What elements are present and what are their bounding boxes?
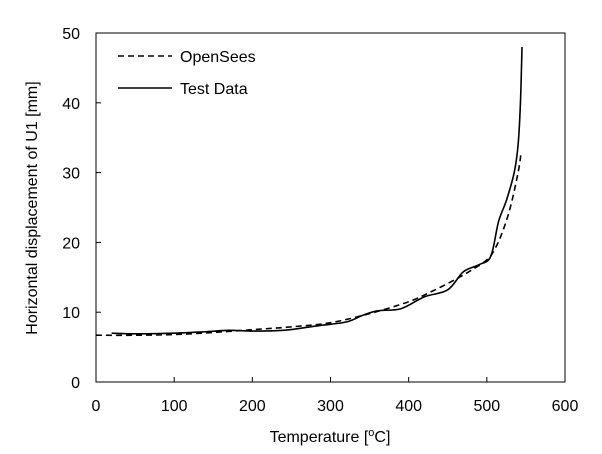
y-tick-label: 10: [62, 305, 80, 322]
plot-frame: [95, 32, 566, 383]
axes: [95, 32, 566, 383]
x-tick-label: 400: [395, 398, 422, 415]
y-tick-label: 0: [71, 375, 80, 392]
series-lines: [95, 46, 523, 337]
legend: OpenSees Test Data: [118, 49, 256, 98]
y-tick-label: 20: [62, 235, 80, 252]
legend-label-opensees: OpenSees: [180, 49, 256, 66]
x-axis-label-part-2: C]: [374, 429, 390, 446]
series-line-opensees: [95, 151, 523, 337]
x-tick-label: 100: [161, 398, 188, 415]
x-tick-label: 600: [552, 398, 579, 415]
y-axis-label: Horizontal displacement of U1 [mm]: [24, 81, 41, 334]
x-axis-label-superscript: o: [368, 427, 374, 439]
x-tick-label: 0: [92, 398, 101, 415]
x-tick-label: 200: [239, 398, 266, 415]
y-tick-label: 30: [62, 166, 80, 183]
series-line-test-data: [111, 46, 523, 335]
x-tick-label: 500: [473, 398, 500, 415]
y-tick-label: 40: [62, 96, 80, 113]
x-tick-label: 300: [317, 398, 344, 415]
tick-labels: 0 100 200 300 400 500 600 0 10 20 30 40 50: [62, 26, 578, 415]
x-axis-label: Temperature [oC]: [270, 427, 391, 446]
x-axis-label-part-1: Temperature [: [270, 429, 369, 446]
legend-label-test-data: Test Data: [180, 81, 248, 98]
y-tick-label: 50: [62, 26, 80, 43]
